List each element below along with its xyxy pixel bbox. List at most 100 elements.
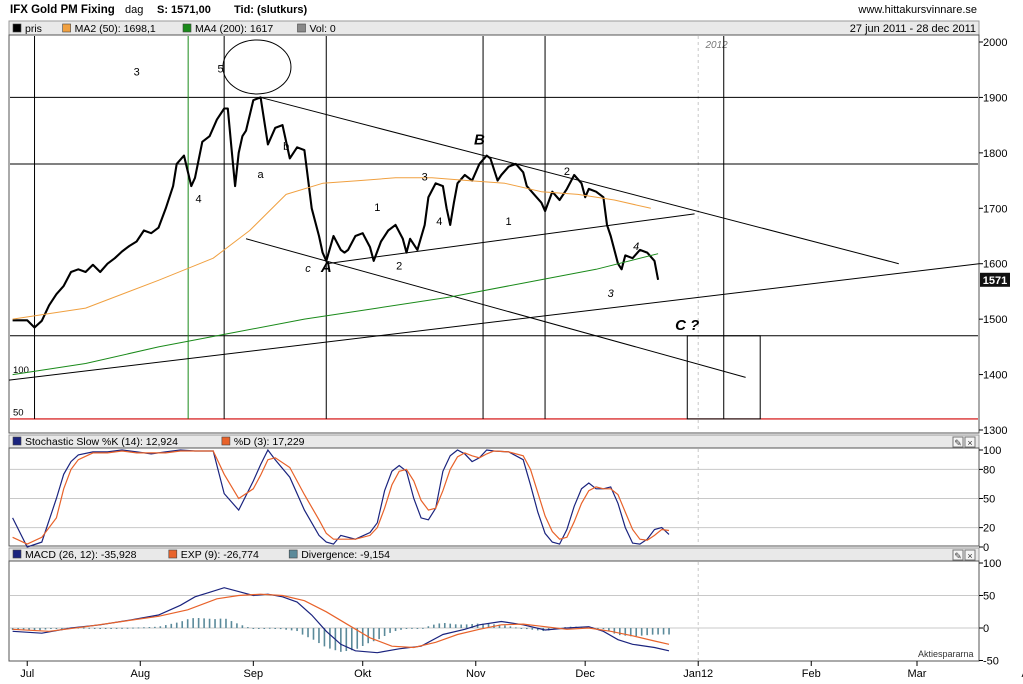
macd-plot-frame <box>8 560 980 662</box>
divergence-bar <box>82 627 85 629</box>
wave-annotation: 4 <box>633 241 639 253</box>
macd-legend: MACD (26, 12): -35,928 EXP (9): -26,774 Di… <box>12 549 390 561</box>
y-tick-label: 20 <box>983 523 995 535</box>
price-legend: pris MA2 (50): 1698,1 MA4 (200): 1617 Vol: … <box>12 23 336 35</box>
x-tick-label-apr: Apr <box>1021 668 1023 680</box>
divergence-bar <box>159 626 162 628</box>
divergence-bar <box>498 624 501 628</box>
wrench-icon: ✎ <box>954 438 962 448</box>
channel-upper-trendline <box>326 213 695 265</box>
x-axis: Jul Aug Sep Okt Nov Dec Jan12 Feb Mar Apr <box>20 661 1023 680</box>
divergence-bar <box>236 623 238 628</box>
divergence-bar <box>662 628 665 635</box>
divergence-bar <box>39 628 41 631</box>
divergence-bar <box>290 628 293 631</box>
chart-header: IFX Gold PM Fixing dag S: 1571,00 Tid: (… <box>10 4 977 16</box>
macd-settings-button[interactable] <box>952 549 964 561</box>
divergence-bar <box>181 621 184 628</box>
wave-annotation: c <box>305 263 311 275</box>
x-tick-label-aug: Aug <box>130 668 150 680</box>
divergence-bar <box>28 628 30 631</box>
divergence-bar <box>613 628 616 634</box>
divergence-bar <box>126 627 129 629</box>
divergence-bar <box>400 628 402 630</box>
divergence-bar <box>143 627 145 629</box>
legend-swatch <box>168 549 178 559</box>
legend-swatch <box>12 436 22 446</box>
series-line-ma4-200- <box>12 253 659 376</box>
divergence-bar <box>197 618 200 628</box>
last-value-label: S: 1571,00 <box>157 4 211 16</box>
divergence-bar <box>323 628 326 647</box>
divergence-bar <box>104 628 107 629</box>
divergence-bar <box>471 623 473 628</box>
stochastic-panel: Stochastic Slow %K (14): 12,924 %D (3): 1… <box>8 434 1001 554</box>
series-line-pris <box>12 96 660 329</box>
divergence-bar <box>367 628 369 644</box>
x-tick-label-okt: Okt <box>354 668 371 680</box>
stoch-plot-frame <box>8 447 980 547</box>
divergence-bar <box>619 628 621 636</box>
divergence-bar <box>329 628 331 649</box>
site-url[interactable]: www.hittakursvinnare.se <box>857 4 977 16</box>
legend-label: MA4 (200): 1617 <box>195 23 273 35</box>
divergence-bar <box>465 624 468 628</box>
divergence-bar <box>520 628 523 629</box>
x-tick-label-jul: Jul <box>20 668 34 680</box>
divergence-bar <box>526 628 528 630</box>
wave-annotation: 5 <box>217 63 223 75</box>
stoch-line-d <box>12 450 670 545</box>
channel-lower-trendline <box>245 238 746 378</box>
stoch-settings-button[interactable] <box>952 436 964 448</box>
divergence-bar <box>509 626 512 628</box>
macd-y-axis: -50 0 50 100 <box>979 558 1001 668</box>
divergence-bar <box>99 628 101 629</box>
watermark: Aktiespararna <box>918 649 974 659</box>
divergence-bar <box>44 628 47 630</box>
date-range-label: 27 jun 2011 - 28 dec 2011 <box>850 23 976 35</box>
stoch-plot-area <box>10 448 978 548</box>
legend-label: MA2 (50): 1698,1 <box>75 23 156 35</box>
divergence-bar <box>394 628 397 632</box>
wave-annotation: 2 <box>564 166 570 178</box>
divergence-bar <box>148 627 151 629</box>
macd-panel-controls: ✎ × <box>952 549 976 561</box>
divergence-bar <box>482 623 484 628</box>
x-tick-label-feb: Feb <box>802 668 821 680</box>
macd-legend-bar <box>8 547 980 562</box>
divergence-bar <box>230 621 233 628</box>
y-tick-label: -50 <box>983 656 999 668</box>
divergence-bar <box>597 628 599 629</box>
divergence-bar <box>372 628 375 642</box>
divergence-bar <box>640 628 643 636</box>
divergence-bar <box>646 628 648 636</box>
divergence-bar <box>629 628 632 637</box>
divergence-bar <box>536 628 539 631</box>
y-tick-label: 1300 <box>983 425 1007 437</box>
price-plot-frame <box>8 34 980 434</box>
volume-tick-label: 50 <box>13 408 24 419</box>
target-box <box>686 335 761 420</box>
wave-annotation: 2 <box>396 260 402 272</box>
wave-circle <box>222 39 292 95</box>
divergence-bar <box>454 624 457 628</box>
divergence-bar <box>312 628 315 640</box>
wave-annotation: C ? <box>675 317 699 334</box>
support-long-trendline <box>8 263 980 381</box>
macd-close-button[interactable] <box>964 549 976 561</box>
divergence-bar <box>247 627 249 629</box>
divergence-bar <box>438 623 441 628</box>
stoch-close-button[interactable] <box>964 436 976 448</box>
divergence-bar <box>296 628 298 632</box>
wave-annotation: 3 <box>422 172 428 184</box>
close-icon: × <box>967 551 972 561</box>
price-plot-area: 2012 100 50 3 5 4 a b c A 1 2 3 4 B 1 2 4 3 C ? <box>8 36 980 432</box>
x-tick-label-jan12: Jan12 <box>683 668 713 680</box>
divergence-bar <box>55 628 58 629</box>
divergence-bar <box>422 627 424 629</box>
divergence-bar <box>487 623 490 628</box>
divergence-bar <box>279 628 282 630</box>
legend-swatch <box>12 23 22 33</box>
divergence-bar <box>416 628 419 629</box>
divergence-bar <box>318 628 320 644</box>
